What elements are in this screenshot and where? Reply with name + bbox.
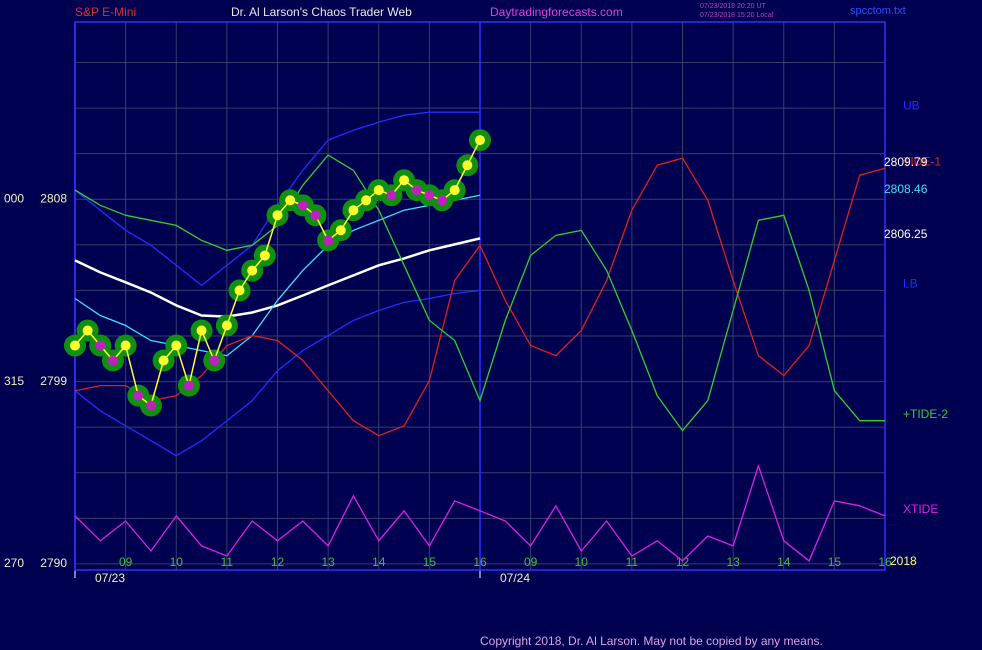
- x-tick-label: 15: [828, 555, 842, 569]
- x-tick-label: 09: [524, 555, 538, 569]
- y-tick-label: 2790: [40, 556, 67, 570]
- x-tick-label: 13: [726, 555, 740, 569]
- x-tick-label: 14: [372, 555, 386, 569]
- price-dot: [133, 390, 144, 401]
- series-label: LB: [903, 277, 918, 291]
- x-tick-label: 10: [575, 555, 589, 569]
- x-tick-label: 10: [170, 555, 184, 569]
- price-dot: [449, 185, 460, 196]
- price-dot: [196, 325, 207, 336]
- site: Daytradingforecasts.com: [490, 5, 623, 19]
- price-dot: [399, 175, 410, 186]
- year: 2018: [890, 554, 917, 568]
- price-dot: [70, 340, 80, 351]
- price-dot: [171, 340, 182, 351]
- price-dot: [183, 380, 194, 391]
- x-tick-label: 09: [119, 555, 133, 569]
- price-dot: [272, 210, 283, 221]
- price-dot: [209, 355, 220, 366]
- series-line: [74, 289, 481, 457]
- x-tick-label: 11: [626, 555, 639, 569]
- price-dot: [259, 250, 270, 261]
- price-dot: [285, 195, 296, 206]
- y-tick-label: 2799: [40, 374, 67, 388]
- price-dot: [221, 320, 232, 331]
- price-dot: [82, 325, 93, 336]
- price-dot: [424, 190, 435, 201]
- price-dot: [373, 185, 384, 196]
- left-scale-label: 270: [4, 556, 24, 570]
- left-scale-label: 000: [4, 191, 24, 205]
- price-dot: [386, 190, 397, 201]
- series-line: [74, 154, 885, 432]
- x-tick-label: 11: [221, 555, 234, 569]
- x-tick-label: 15: [423, 555, 437, 569]
- x-tick-label: 12: [271, 555, 285, 569]
- last-value: 2809.79: [884, 155, 928, 169]
- file-name: spcctom.txt: [850, 5, 906, 17]
- last-value: 2808.46: [884, 182, 928, 196]
- left-scale-label: 315: [4, 374, 24, 388]
- series-label: XTIDE: [903, 502, 938, 516]
- price-dot: [437, 195, 448, 206]
- date-label: 07/24: [500, 571, 530, 585]
- stamp-local: 07/23/2018 15:20 Local: [700, 12, 774, 19]
- series-line: [74, 194, 481, 357]
- series-label: +TIDE-2: [903, 407, 948, 421]
- price-dot: [107, 355, 118, 366]
- price-dot: [158, 355, 169, 366]
- x-tick-label: 16: [473, 555, 487, 569]
- price-dot: [297, 200, 308, 211]
- series-label: TIDE-1: [903, 154, 941, 168]
- x-tick-label: 13: [321, 555, 335, 569]
- date-label: 07/23: [95, 571, 125, 585]
- price-dot: [361, 195, 372, 206]
- series-line: [74, 463, 886, 562]
- price-dot: [145, 400, 156, 411]
- stamp-ut: 07/23/2018 20:20 UT: [700, 3, 766, 10]
- plot-area: [74, 22, 886, 570]
- price-dot: [323, 235, 334, 246]
- price-dot: [120, 340, 131, 351]
- x-tick-label: 14: [777, 555, 791, 569]
- price-dot: [234, 285, 245, 296]
- last-value: 2806.25: [884, 227, 928, 241]
- price-dot: [475, 135, 485, 146]
- y-tick-label: 2808: [40, 191, 67, 205]
- series-line: [74, 237, 481, 318]
- title: Dr. Al Larson's Chaos Trader Web: [231, 5, 412, 19]
- price-dot: [411, 185, 422, 196]
- price-dot: [310, 210, 321, 221]
- price-dot: [247, 265, 258, 276]
- symbol: S&P E-Mini: [75, 5, 136, 19]
- footer: Copyright 2018, Dr. Al Larson. May not b…: [480, 634, 823, 648]
- price-dot: [462, 160, 473, 171]
- price-dot: [95, 340, 106, 351]
- plot-frame: [74, 21, 886, 571]
- price-dot: [335, 225, 346, 236]
- series-label: UB: [903, 98, 920, 112]
- price-dot: [348, 205, 359, 216]
